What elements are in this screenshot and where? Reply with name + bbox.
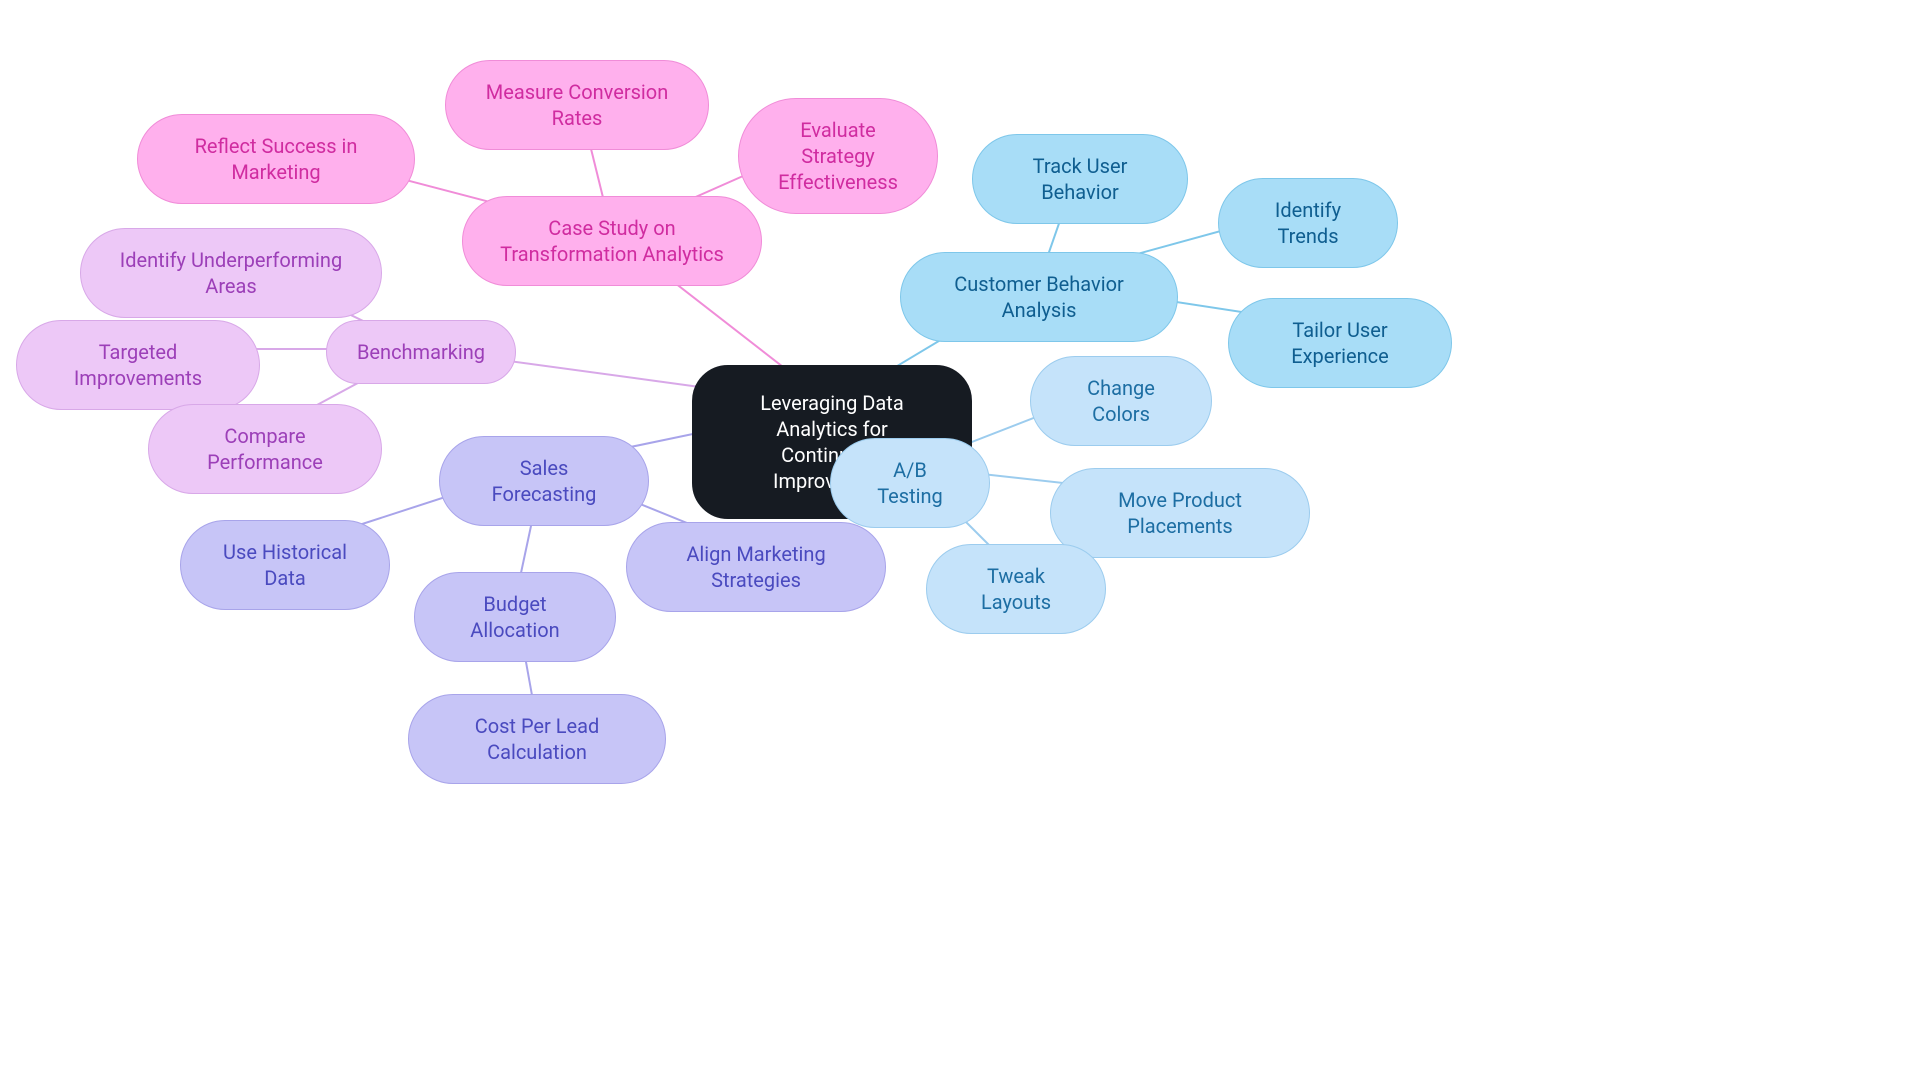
node-customer-child-0: Track User Behavior <box>972 134 1188 224</box>
node-ab_testing-child-2: Tweak Layouts <box>926 544 1106 634</box>
node-benchmarking: Benchmarking <box>326 320 516 384</box>
node-sales-child-2: Align Marketing Strategies <box>626 522 886 612</box>
node-case_study: Case Study on Transformation Analytics <box>462 196 762 286</box>
node-sales: Sales Forecasting <box>439 436 649 526</box>
node-sales-child-1-sub-0: Cost Per Lead Calculation <box>408 694 666 784</box>
node-benchmarking-child-1: Targeted Improvements <box>16 320 260 410</box>
node-ab_testing: A/B Testing <box>830 438 990 528</box>
node-sales-child-0: Use Historical Data <box>180 520 390 610</box>
node-customer-child-2: Tailor User Experience <box>1228 298 1452 388</box>
node-ab_testing-child-1: Move Product Placements <box>1050 468 1310 558</box>
node-case_study-child-0: Reflect Success in Marketing <box>137 114 415 204</box>
node-customer: Customer Behavior Analysis <box>900 252 1178 342</box>
node-case_study-child-1: Measure Conversion Rates <box>445 60 709 150</box>
node-sales-child-1: Budget Allocation <box>414 572 616 662</box>
node-case_study-child-2: Evaluate Strategy Effectiveness <box>738 98 938 214</box>
node-benchmarking-child-0: Identify Underperforming Areas <box>80 228 382 318</box>
node-customer-child-1: Identify Trends <box>1218 178 1398 268</box>
node-benchmarking-child-2: Compare Performance <box>148 404 382 494</box>
node-ab_testing-child-0: Change Colors <box>1030 356 1212 446</box>
